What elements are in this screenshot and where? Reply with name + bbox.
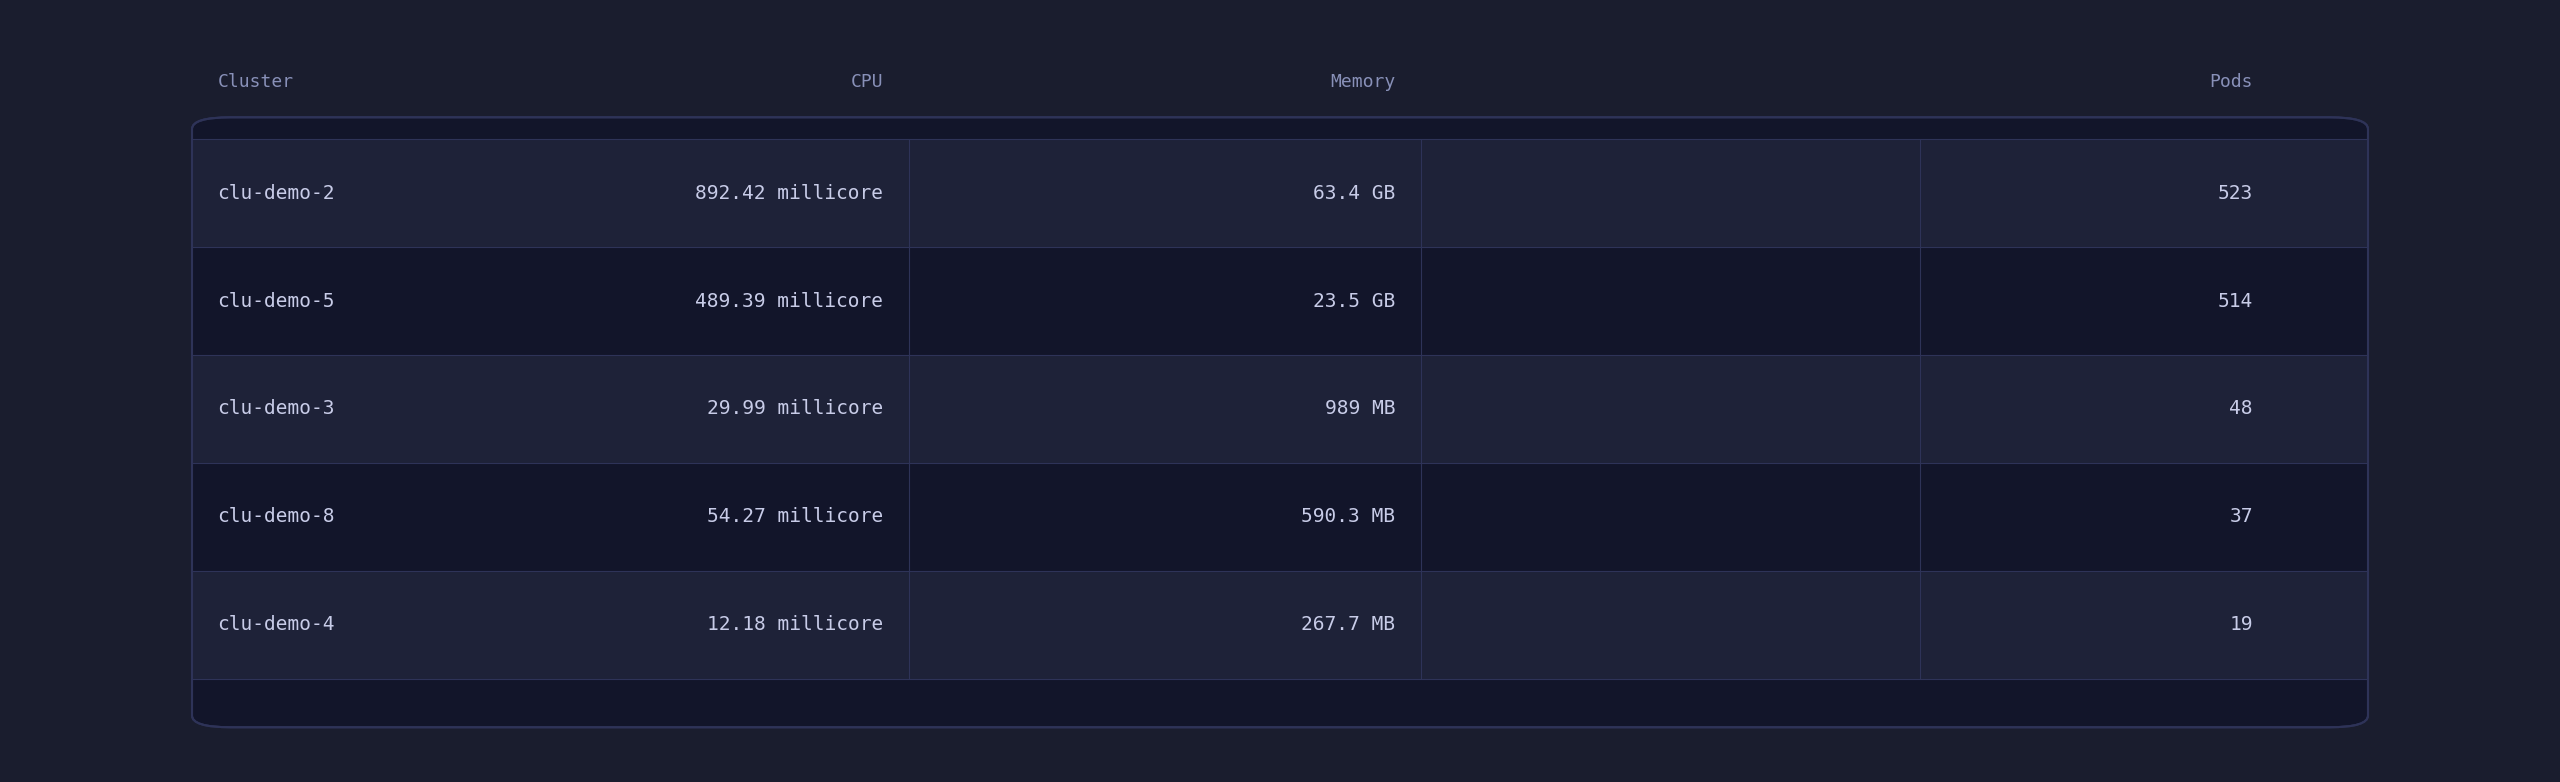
Text: 12.18 millicore: 12.18 millicore [707, 615, 883, 634]
Text: clu-demo-3: clu-demo-3 [218, 400, 335, 418]
Text: CPU: CPU [850, 73, 883, 91]
Text: 892.42 millicore: 892.42 millicore [696, 184, 883, 203]
Text: 54.27 millicore: 54.27 millicore [707, 508, 883, 526]
Bar [192, 463, 2368, 571]
Text: Cluster: Cluster [218, 73, 294, 91]
Text: 23.5 GB: 23.5 GB [1313, 292, 1395, 310]
Text: clu-demo-4: clu-demo-4 [218, 615, 335, 634]
Text: 63.4 GB: 63.4 GB [1313, 184, 1395, 203]
Bar [192, 571, 2368, 679]
Text: 590.3 MB: 590.3 MB [1300, 508, 1395, 526]
Bar [192, 139, 2368, 247]
Text: 489.39 millicore: 489.39 millicore [696, 292, 883, 310]
Text: 267.7 MB: 267.7 MB [1300, 615, 1395, 634]
Text: 19: 19 [2230, 615, 2253, 634]
Text: clu-demo-2: clu-demo-2 [218, 184, 335, 203]
FancyBboxPatch shape [192, 117, 2368, 727]
Bar [192, 355, 2368, 463]
Text: 989 MB: 989 MB [1324, 400, 1395, 418]
Text: clu-demo-8: clu-demo-8 [218, 508, 335, 526]
Text: clu-demo-5: clu-demo-5 [218, 292, 335, 310]
Text: 514: 514 [2217, 292, 2253, 310]
Text: Memory: Memory [1331, 73, 1395, 91]
Text: 37: 37 [2230, 508, 2253, 526]
Bar [192, 247, 2368, 355]
Text: Pods: Pods [2209, 73, 2253, 91]
Text: 48: 48 [2230, 400, 2253, 418]
Text: 29.99 millicore: 29.99 millicore [707, 400, 883, 418]
Text: 523: 523 [2217, 184, 2253, 203]
